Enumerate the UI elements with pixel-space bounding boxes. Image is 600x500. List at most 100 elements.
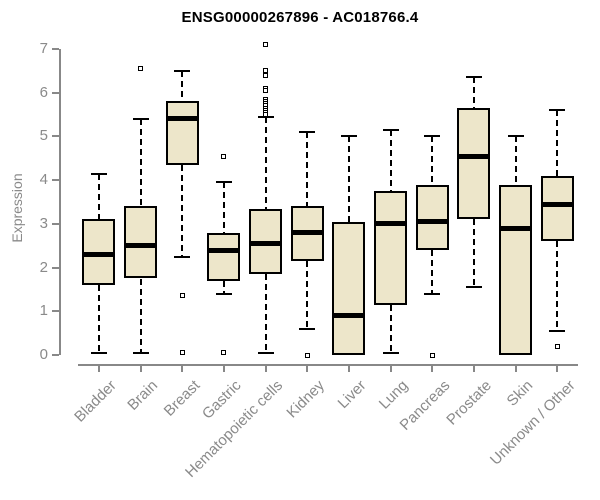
x-tick-prostate (472, 364, 475, 372)
outlier-hematopoietic-cells (263, 88, 268, 94)
box-breast (165, 101, 199, 165)
x-tick-label-bladder: Bladder (71, 377, 120, 426)
x-tick-unknown-other (556, 364, 559, 372)
median-breast (165, 116, 199, 122)
outlier-breast (179, 293, 185, 299)
x-tick-label-skin: Skin (503, 377, 537, 410)
upper-whisker-cap-bladder (90, 172, 107, 175)
y-tick-label-7: 7 (39, 40, 48, 57)
outlier-hematopoietic-cells (263, 42, 268, 48)
x-tick-label-brain: Brain (124, 377, 162, 414)
x-tick-kidney (306, 364, 309, 372)
y-tick (52, 91, 59, 94)
upper-whisker-cap-unknown-other (549, 109, 566, 112)
x-tick-breast (181, 364, 184, 372)
upper-whisker-lung (389, 129, 392, 192)
lower-whisker-cap-hematopoietic-cells (257, 351, 274, 354)
median-unknown-other (540, 201, 574, 207)
box-brain (124, 206, 157, 279)
x-tick-skin (514, 364, 517, 372)
lower-whisker-bladder (97, 285, 100, 353)
y-tick (52, 266, 59, 269)
y-tick (52, 135, 59, 138)
lower-whisker-cap-pancreas (424, 292, 441, 295)
lower-whisker-hematopoietic-cells (264, 274, 267, 353)
upper-whisker-skin (514, 136, 517, 185)
upper-whisker-cap-pancreas (424, 135, 441, 138)
lower-whisker-gastric (222, 280, 225, 294)
lower-whisker-pancreas (431, 250, 434, 294)
outlier-gastric (221, 350, 227, 356)
y-tick (52, 310, 59, 313)
upper-whisker-hematopoietic-cells (264, 116, 267, 209)
box-unknown-other (540, 175, 574, 242)
upper-whisker-cap-prostate (465, 76, 482, 79)
x-tick-label-kidney: Kidney (283, 377, 329, 422)
y-tick-label-6: 6 (39, 83, 48, 101)
median-pancreas (415, 219, 449, 225)
lower-whisker-cap-breast (174, 255, 191, 258)
box-liver (332, 221, 366, 355)
outlier-brain (138, 66, 143, 72)
y-tick (52, 222, 59, 225)
chart-title: ENSG00000267896 - AC018766.4 (181, 9, 419, 26)
lower-whisker-cap-gastric (215, 292, 232, 295)
lower-whisker-kidney (306, 261, 309, 329)
median-brain (124, 243, 157, 249)
y-tick-label-4: 4 (39, 171, 48, 189)
x-tick-label-liver: Liver (334, 377, 370, 413)
lower-whisker-breast (181, 164, 184, 257)
lower-whisker-brain (139, 278, 142, 353)
outlier-pancreas (429, 352, 435, 358)
upper-whisker-kidney (306, 132, 309, 207)
y-tick-label-1: 1 (39, 302, 48, 320)
lower-whisker-cap-kidney (299, 327, 316, 330)
box-gastric (207, 232, 241, 281)
median-kidney (290, 230, 324, 236)
upper-whisker-unknown-other (556, 110, 559, 176)
x-tick-bladder (97, 364, 100, 372)
upper-whisker-cap-breast (174, 69, 191, 72)
upper-whisker-cap-skin (507, 135, 524, 138)
lower-whisker-cap-unknown-other (549, 329, 566, 332)
upper-whisker-cap-brain (132, 117, 149, 120)
upper-whisker-prostate (472, 77, 475, 108)
upper-whisker-cap-liver (340, 135, 357, 138)
median-lung (374, 221, 407, 227)
y-tick (52, 354, 59, 356)
outlier-kidney (304, 352, 310, 358)
outlier-unknown-other (554, 343, 560, 349)
box-skin (499, 184, 532, 355)
outlier-hematopoietic-cells (263, 72, 268, 78)
upper-whisker-breast (181, 70, 184, 102)
upper-whisker-bladder (97, 173, 100, 220)
upper-whisker-liver (347, 136, 350, 222)
median-bladder (82, 251, 116, 257)
y-tick (52, 48, 59, 50)
x-tick-label-lung: Lung (375, 377, 412, 413)
median-gastric (207, 247, 241, 253)
upper-whisker-pancreas (431, 136, 434, 185)
median-hematopoietic-cells (249, 241, 282, 247)
y-tick-label-5: 5 (39, 127, 48, 145)
x-tick-hematopoietic-cells (264, 364, 267, 372)
median-skin (499, 225, 532, 231)
upper-whisker-gastric (222, 182, 225, 233)
y-tick (52, 179, 59, 182)
y-tick-label-2: 2 (39, 258, 48, 276)
lower-whisker-cap-bladder (90, 351, 107, 354)
x-tick-liver (347, 364, 350, 372)
upper-whisker-cap-gastric (215, 181, 232, 184)
y-axis-label: Expression (9, 173, 25, 243)
x-tick-pancreas (431, 364, 434, 372)
lower-whisker-prostate (472, 219, 475, 288)
x-tick-label-breast: Breast (160, 377, 204, 420)
x-tick-lung (389, 364, 392, 372)
median-liver (332, 313, 366, 319)
upper-whisker-cap-kidney (299, 131, 316, 134)
lower-whisker-cap-brain (132, 351, 149, 354)
box-pancreas (415, 184, 449, 251)
y-axis-line (59, 49, 61, 355)
lower-whisker-cap-prostate (465, 286, 482, 289)
